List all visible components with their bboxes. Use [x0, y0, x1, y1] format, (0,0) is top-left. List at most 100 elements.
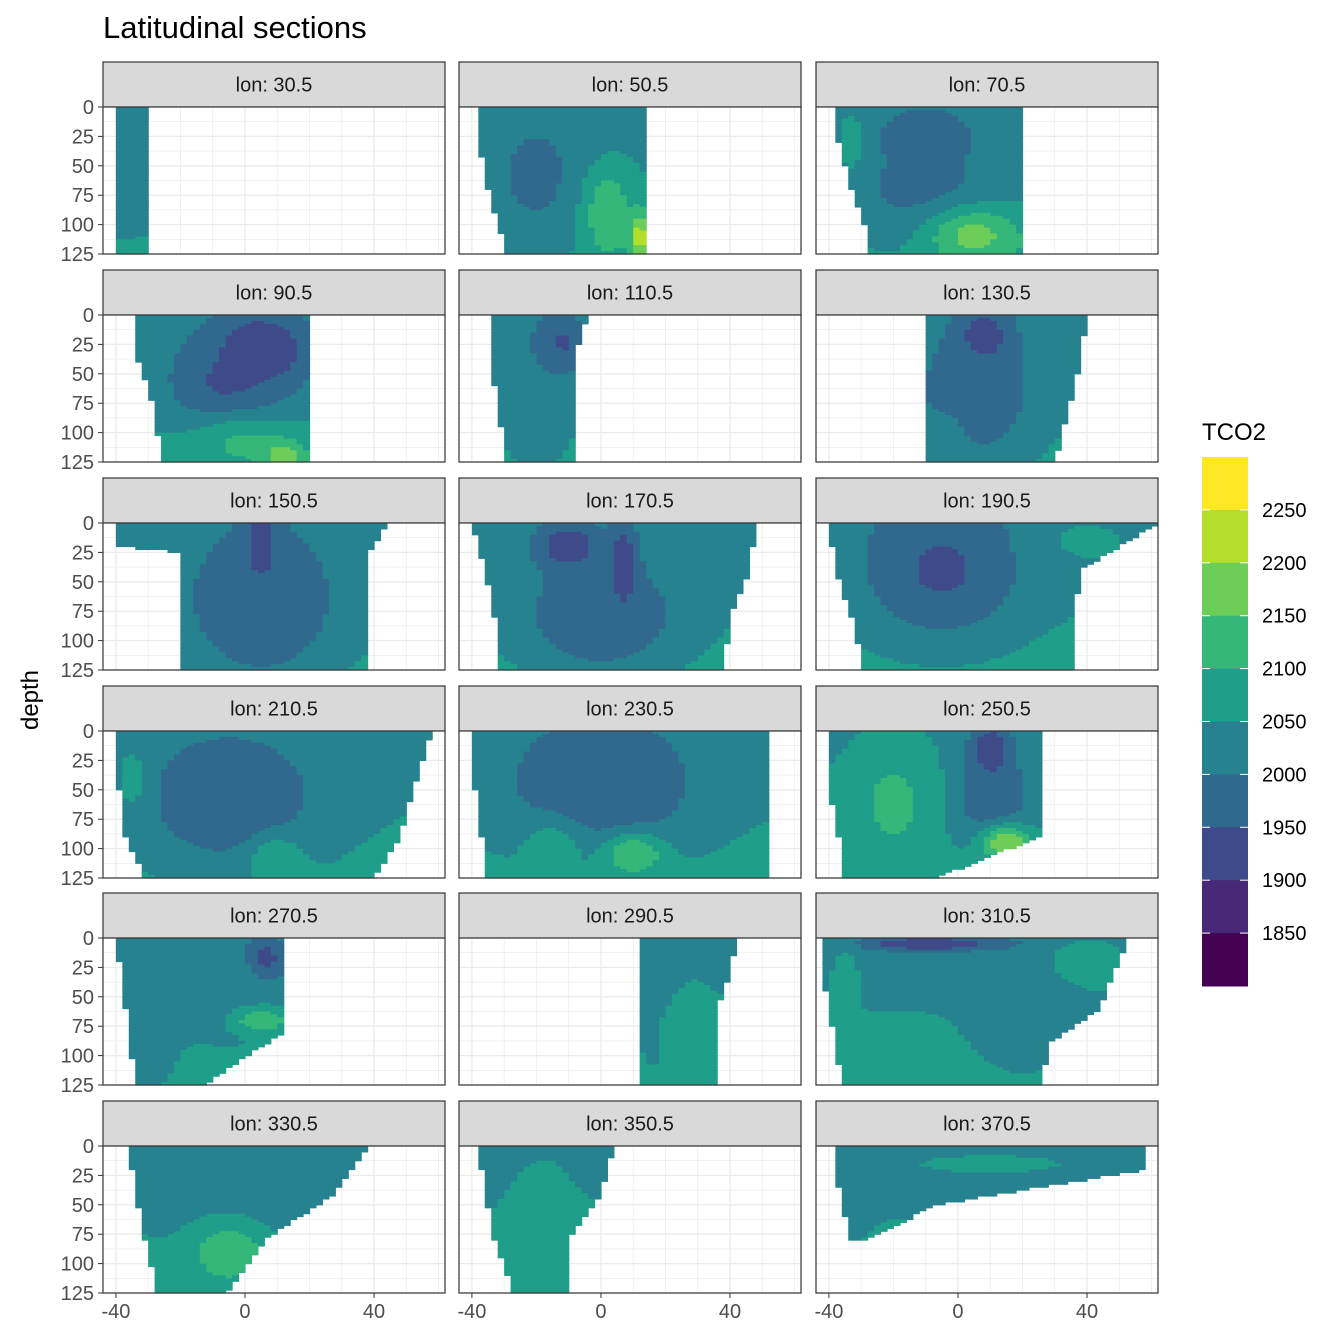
- tco2-cell: [270, 376, 311, 381]
- tco2-cell: [1009, 429, 1062, 434]
- tco2-cell: [932, 546, 953, 551]
- tco2-cell: [180, 748, 278, 753]
- tco2-cell: [835, 561, 869, 565]
- tco2-cell: [854, 736, 933, 741]
- tco2-cell: [354, 664, 369, 668]
- tco2-cell: [328, 584, 369, 589]
- tco2-cell: [925, 435, 972, 440]
- tco2-cell: [219, 356, 298, 360]
- tco2-cell: [1054, 955, 1120, 960]
- tco2-cell: [491, 356, 538, 360]
- tco2-cell: [115, 938, 253, 942]
- tco2-cell: [893, 204, 914, 208]
- tco2-cell: [1041, 453, 1056, 457]
- tco2-cell: [945, 769, 966, 773]
- tco2-cell: [594, 162, 641, 167]
- tco2-cell: [848, 1237, 862, 1241]
- tco2-cell: [835, 830, 888, 835]
- tco2-cell: [529, 745, 673, 750]
- tco2-cell: [141, 875, 156, 879]
- tco2-cell: [497, 661, 512, 665]
- tco2-cell: [491, 350, 531, 354]
- tco2-cell: [588, 165, 641, 170]
- tco2-cell: [173, 1067, 227, 1071]
- tco2-cell: [270, 745, 427, 750]
- tco2-cell: [957, 420, 1017, 425]
- tco2-cell: [828, 525, 875, 530]
- tco2-cell: [841, 872, 946, 876]
- tco2-cell: [303, 649, 369, 653]
- tco2-cell: [990, 239, 1024, 243]
- tco2-field: [471, 523, 757, 671]
- tco2-cell: [161, 438, 227, 443]
- tco2-cell: [484, 1198, 499, 1203]
- tco2-cell: [964, 338, 1004, 343]
- tco2-cell: [990, 769, 998, 773]
- tco2-cell: [1022, 839, 1030, 844]
- tco2-cell: [861, 661, 901, 665]
- tco2-cell: [639, 1082, 718, 1086]
- tco2-cell: [717, 848, 770, 853]
- tco2-cell: [270, 555, 317, 559]
- tco2-cell: [899, 617, 985, 621]
- tco2-cell: [828, 745, 849, 750]
- tco2-cell: [957, 236, 998, 240]
- tco2-cell: [135, 1067, 175, 1071]
- tco2-cell: [983, 763, 1004, 767]
- tco2-cell: [322, 570, 369, 574]
- tco2-cell: [568, 833, 621, 838]
- tco2-cell: [504, 239, 576, 243]
- tco2-cell: [835, 109, 907, 114]
- tco2-cell: [646, 567, 750, 571]
- tco2-cell: [1003, 754, 1017, 759]
- tco2-cell: [730, 842, 770, 847]
- tco2-cell: [639, 1005, 667, 1010]
- tco2-cell: [161, 780, 304, 785]
- tco2-cell: [251, 546, 272, 551]
- tco2-cell: [867, 558, 920, 562]
- y-axis-title: depth: [17, 670, 44, 730]
- tco2-cell: [549, 640, 654, 645]
- tco2-cell: [193, 1043, 214, 1048]
- tco2-cell: [588, 825, 615, 829]
- panel-border: [102, 937, 446, 1086]
- tco2-cell: [951, 839, 972, 844]
- panel-border: [815, 1145, 1159, 1294]
- tco2-cell: [180, 1055, 246, 1060]
- tco2-cell: [678, 851, 712, 856]
- tco2-cell: [835, 136, 843, 140]
- tco2-cell: [199, 845, 233, 850]
- tco2-cell: [848, 162, 856, 167]
- tco2-cell: [154, 1284, 233, 1288]
- tco2-cell: [115, 218, 149, 223]
- tco2-cell: [848, 180, 882, 185]
- tco2-cell: [270, 453, 298, 457]
- tco2-cell: [639, 943, 738, 948]
- tco2-cell: [848, 614, 895, 618]
- tco2-cell: [122, 833, 175, 838]
- tco2-cell: [835, 1175, 1101, 1179]
- tco2-cell: [562, 450, 576, 454]
- tco2-cell: [180, 567, 201, 571]
- tco2-cell: [659, 1020, 718, 1024]
- tco2-cell: [697, 655, 725, 659]
- tco2-cell: [822, 958, 836, 963]
- tco2-cell: [478, 828, 544, 832]
- tco2-cell: [684, 985, 712, 989]
- tco2-cell: [1028, 1169, 1140, 1174]
- tco2-cell: [328, 596, 369, 601]
- tco2-cell: [562, 159, 596, 164]
- tco2-cell: [225, 438, 298, 443]
- tco2-cell: [835, 813, 875, 817]
- tco2-cell: [841, 590, 875, 595]
- tco2-cell: [880, 136, 972, 140]
- tco2-cell: [290, 367, 311, 372]
- facet-strip: [458, 269, 802, 316]
- tco2-cell: [639, 537, 757, 542]
- tco2-cell: [296, 353, 311, 357]
- tco2-cell: [828, 775, 888, 779]
- tco2-cell: [600, 842, 621, 847]
- tco2-cell: [633, 578, 654, 583]
- tco2-cell: [665, 596, 738, 601]
